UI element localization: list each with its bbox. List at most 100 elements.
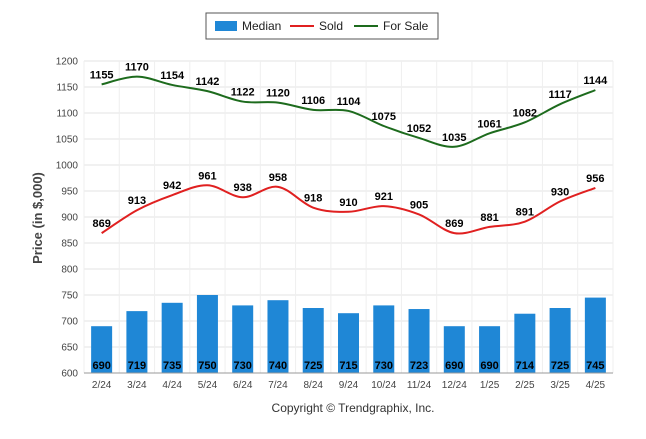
sold-value-label: 910: [339, 197, 357, 209]
x-tick-label: 2/25: [515, 380, 535, 391]
y-tick-label: 600: [61, 369, 78, 380]
x-tick-label: 4/24: [162, 380, 182, 391]
for-sale-value-label: 1082: [513, 107, 537, 119]
median-bar-value: 750: [198, 360, 216, 372]
x-tick-label: 12/24: [442, 380, 467, 391]
x-tick-label: 4/25: [586, 380, 606, 391]
y-tick-label: 1000: [56, 161, 79, 172]
median-bar: [302, 308, 324, 373]
for-sale-value-label: 1122: [231, 87, 255, 99]
y-tick-label: 800: [61, 265, 78, 276]
sold-value-label: 961: [198, 170, 216, 182]
sold-value-label: 869: [445, 218, 463, 230]
y-axis-label: Price (in $,000): [30, 172, 45, 264]
sold-value-label: 891: [516, 207, 534, 219]
sold-value-label: 958: [269, 172, 287, 184]
sold-value-label: 921: [375, 191, 393, 203]
for-sale-value-label: 1155: [90, 69, 114, 81]
legend-label-median: Median: [242, 19, 281, 33]
for-sale-value-label: 1117: [548, 89, 571, 101]
for-sale-value-label: 1075: [372, 111, 396, 123]
x-tick-label: 9/24: [339, 380, 359, 391]
sold-value-label: 905: [410, 199, 428, 211]
median-bar: [584, 297, 606, 373]
sold-value-label: 869: [92, 218, 110, 230]
for-sale-value-label: 1142: [195, 76, 219, 88]
data-labels: 690 719 735 750 730 740 725 715 730 723 690 690 714 7…: [90, 62, 608, 372]
median-bar-value: 690: [92, 360, 110, 372]
sold-value-label: 913: [128, 195, 146, 207]
median-bar: [373, 305, 395, 373]
x-tick-label: 11/24: [407, 380, 432, 391]
y-tick-label: 900: [61, 213, 78, 224]
for-sale-value-label: 1170: [125, 62, 149, 74]
median-bar: [549, 308, 571, 373]
sold-value-label: 956: [586, 173, 604, 185]
y-tick-label: 850: [61, 239, 78, 250]
x-tick-label: 6/24: [233, 380, 253, 391]
y-tick-label: 1100: [56, 109, 78, 120]
for-sale-value-label: 1052: [407, 123, 431, 135]
median-bar: [126, 311, 148, 373]
median-bar-value: 745: [586, 360, 604, 372]
median-bar: [443, 326, 465, 373]
y-tick-label: 1200: [56, 57, 79, 68]
x-tick-label: 3/24: [127, 380, 147, 391]
price-lines: [101, 75, 596, 235]
x-tick-label: 10/24: [371, 380, 396, 391]
y-tick-label: 700: [61, 317, 78, 328]
median-bar: [232, 305, 254, 373]
median-bar-value: 715: [339, 360, 357, 372]
median-bar-value: 714: [516, 360, 535, 372]
x-tick-label: 5/24: [198, 380, 218, 391]
legend: Median Sold For Sale: [205, 12, 439, 40]
median-bar: [479, 326, 501, 373]
median-bar: [514, 313, 536, 373]
median-bar-value: 725: [304, 360, 322, 372]
legend-label-for-sale: For Sale: [383, 19, 429, 33]
median-bar-value: 690: [445, 360, 463, 372]
for-sale-value-label: 1144: [583, 75, 608, 87]
for-sale-value-label: 1154: [160, 70, 185, 82]
median-bar-value: 723: [410, 360, 428, 372]
y-tick-label: 650: [61, 343, 78, 354]
y-tick-label: 1050: [56, 135, 79, 146]
median-bar-value: 725: [551, 360, 569, 372]
copyright-text: Copyright © Trendgraphix, Inc.: [272, 401, 435, 415]
sold-value-label: 938: [234, 182, 252, 194]
median-bar: [161, 302, 183, 373]
sold-value-label: 881: [480, 212, 498, 224]
for-sale-value-label: 1061: [477, 118, 501, 130]
for-sale-value-label: 1104: [337, 96, 362, 108]
median-bar: [267, 300, 289, 373]
for-sale-line: [101, 75, 596, 148]
sold-value-label: 918: [304, 193, 322, 205]
median-bar-value: 730: [234, 360, 252, 372]
median-bar: [196, 295, 218, 373]
y-tick-label: 950: [61, 187, 78, 198]
x-tick-label: 7/24: [268, 380, 288, 391]
y-tick-label: 1150: [56, 83, 78, 94]
median-bar-value: 719: [128, 360, 146, 372]
sold-line: [101, 184, 596, 235]
legend-label-sold: Sold: [319, 19, 343, 33]
x-tick-label: 8/24: [303, 380, 323, 391]
grid: [83, 60, 614, 374]
median-bar-value: 730: [375, 360, 393, 372]
x-tick-label: 1/25: [480, 380, 500, 391]
median-bar: [338, 313, 359, 373]
for-sale-value-label: 1106: [301, 95, 325, 107]
sold-value-label: 942: [163, 180, 181, 192]
for-sale-value-label: 1120: [266, 88, 290, 100]
sold-value-label: 930: [551, 186, 569, 198]
median-bar: [91, 326, 113, 373]
x-tick-label: 2/24: [92, 380, 112, 391]
median-bars: [91, 295, 606, 373]
median-bar-value: 690: [480, 360, 498, 372]
y-tick-label: 750: [61, 291, 78, 302]
for-sale-value-label: 1035: [442, 132, 466, 144]
median-bar-value: 740: [269, 360, 287, 372]
median-bar: [408, 309, 430, 373]
